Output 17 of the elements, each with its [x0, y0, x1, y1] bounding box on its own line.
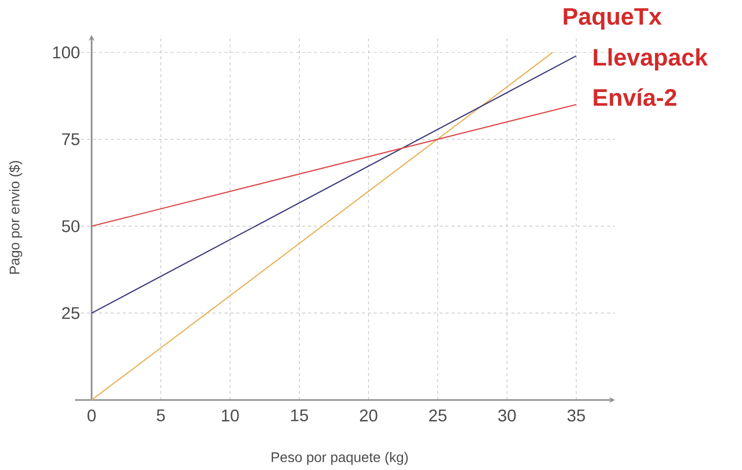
- y-tick-label: 100: [53, 46, 80, 58]
- x-tick-label: 35: [567, 409, 585, 422]
- x-tick-label: 5: [156, 409, 165, 422]
- x-tick-label: 10: [222, 409, 239, 422]
- x-tick-label: 0: [88, 409, 96, 422]
- series-label: Envía-2: [594, 88, 676, 106]
- x-tick-label: 20: [360, 409, 378, 422]
- y-tick-label: 75: [62, 133, 80, 146]
- x-tick-label: 15: [291, 409, 308, 422]
- y-tick-label: 25: [62, 307, 80, 320]
- x-axis-title: Peso por paquete (kg): [272, 452, 408, 465]
- x-tick-label: 30: [498, 409, 516, 422]
- series-label: Llevapack: [594, 48, 708, 70]
- y-axis-title: Pago por envio ($): [8, 161, 22, 274]
- y-tick-label: 50: [62, 220, 80, 232]
- series-label: PaqueTx: [564, 8, 662, 30]
- x-tick-label: 25: [429, 409, 446, 422]
